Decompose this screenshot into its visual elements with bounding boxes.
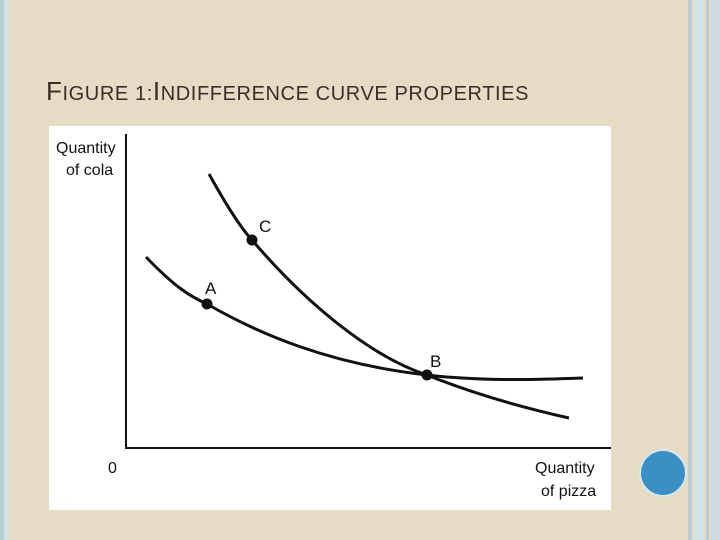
right-border-rule (706, 0, 709, 540)
origin-label: 0 (108, 460, 117, 477)
indifference-curve-figure: Quantity of cola Quantity of pizza 0 A B… (49, 126, 611, 510)
left-border-rule (0, 0, 9, 540)
title-text: NDIFFERENCE CURVE PROPERTIES (160, 83, 530, 105)
right-border-rule (688, 0, 692, 540)
x-axis-label-line1: Quantity (535, 460, 595, 477)
point-c-label: C (259, 217, 271, 236)
slide-title: FIGURE 1:INDIFFERENCE CURVE PROPERTIES (46, 76, 529, 107)
y-axis-label-line2: of cola (66, 162, 113, 179)
x-axis-label-line2: of pizza (541, 483, 596, 500)
title-initial: I (152, 76, 161, 106)
y-axis-label-line1: Quantity (56, 140, 116, 157)
indifference-diagram: Quantity of cola Quantity of pizza 0 A B… (56, 134, 611, 500)
right-border-rule (694, 0, 704, 540)
right-border-rule (711, 0, 720, 540)
indifference-curve-cb (207, 173, 570, 420)
decorative-circle (639, 449, 687, 497)
point-a-label: A (205, 279, 217, 298)
point-b-label: B (430, 352, 441, 371)
title-initial: F (46, 76, 63, 106)
indifference-curve-ab (144, 255, 584, 382)
point-b-marker (421, 369, 433, 381)
point-c-marker (246, 234, 258, 246)
point-a-marker (201, 298, 213, 310)
title-text: IGURE 1: (62, 83, 153, 105)
